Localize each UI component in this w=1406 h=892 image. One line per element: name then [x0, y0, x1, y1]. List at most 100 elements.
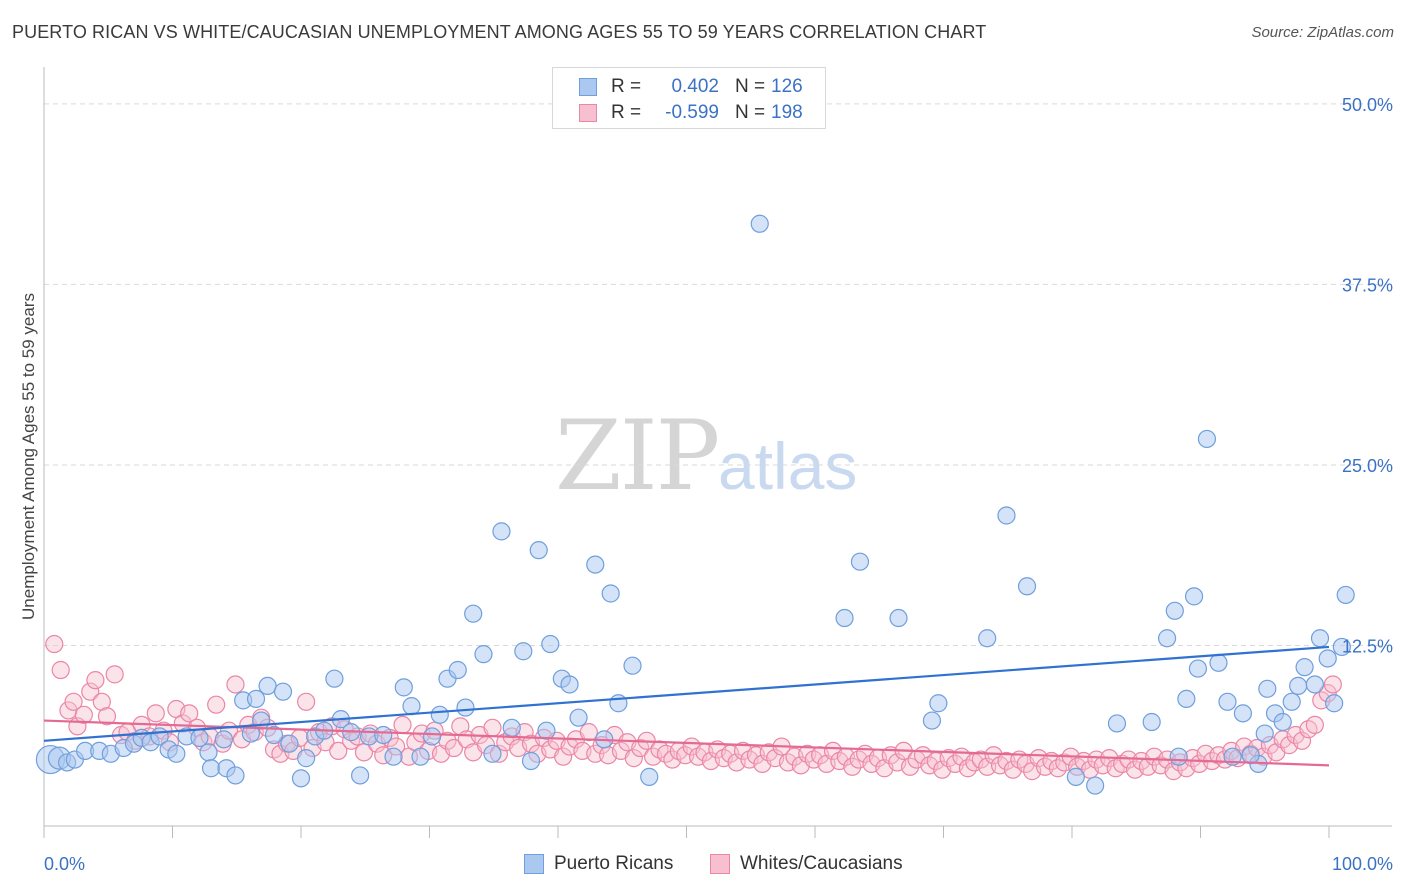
- point-whites: [51, 660, 70, 680]
- point-puerto-ricans: [1325, 694, 1344, 713]
- point-puerto-ricans: [1066, 767, 1085, 786]
- point-puerto-ricans: [291, 769, 311, 788]
- point-puerto-ricans: [246, 689, 266, 709]
- point-whites: [554, 747, 573, 766]
- point-puerto-ricans: [422, 727, 442, 746]
- point-puerto-ricans: [835, 608, 854, 628]
- point-puerto-ricans: [569, 708, 588, 727]
- point-whites: [74, 705, 93, 724]
- series-puerto-ricans-points: [35, 214, 1355, 795]
- point-puerto-ricans: [1305, 675, 1324, 694]
- point-puerto-ricans: [1241, 746, 1260, 765]
- point-puerto-ricans: [1233, 704, 1253, 723]
- legend-label: Whites/Caucasians: [740, 853, 903, 874]
- point-whites: [393, 715, 412, 735]
- point-whites: [1305, 715, 1324, 735]
- r-value: -0.599: [665, 102, 719, 123]
- point-puerto-ricans: [1169, 747, 1188, 766]
- point-puerto-ricans: [252, 711, 271, 730]
- point-puerto-ricans: [623, 656, 642, 675]
- axes: [43, 67, 1392, 838]
- point-puerto-ricans: [492, 522, 511, 541]
- trend-lines: [43, 645, 1330, 767]
- trend-line-whites: [43, 719, 1330, 767]
- tick-labels: 12.5% 25.0% 37.5% 50.0% 0.0% 100.0% Unemployme…: [19, 95, 1393, 874]
- point-whites: [1292, 731, 1312, 750]
- point-puerto-ricans: [1273, 712, 1292, 732]
- legend-swatch-blue: [579, 78, 597, 96]
- n-value: 198: [771, 102, 803, 123]
- point-puerto-ricans: [997, 506, 1016, 525]
- point-puerto-ricans: [1188, 659, 1208, 678]
- point-puerto-ricans: [529, 541, 548, 560]
- point-whites: [97, 707, 117, 726]
- legend-swatch-pink: [579, 104, 597, 122]
- point-puerto-ricans: [560, 675, 579, 694]
- point-puerto-ricans: [1157, 629, 1177, 648]
- y-axis-label: Unemployment Among Ages 55 to 59 years: [19, 293, 38, 620]
- point-whites: [64, 692, 83, 711]
- correlation-legend: R = 0.402 N = 126 R = -0.599 N = 198: [552, 67, 826, 129]
- point-puerto-ricans: [430, 705, 449, 724]
- point-puerto-ricans: [521, 751, 541, 771]
- point-puerto-ricans: [1165, 601, 1184, 620]
- y-tick-label: 50.0%: [1342, 95, 1393, 115]
- point-puerto-ricans: [1258, 679, 1277, 698]
- point-puerto-ricans: [273, 682, 293, 701]
- x-tick-label-max: 100.0%: [1332, 854, 1393, 874]
- point-puerto-ricans: [1209, 653, 1228, 672]
- watermark-atlas: atlas: [718, 429, 858, 503]
- point-whites: [45, 634, 64, 654]
- point-puerto-ricans: [474, 645, 493, 664]
- point-puerto-ricans: [978, 629, 997, 648]
- point-whites: [444, 738, 464, 758]
- r-value: 0.402: [671, 76, 719, 97]
- point-puerto-ricans: [850, 552, 870, 571]
- point-whites: [226, 675, 245, 694]
- point-puerto-ricans: [1017, 577, 1037, 596]
- point-puerto-ricans: [201, 759, 221, 778]
- legend-item-puerto-ricans: Puerto Ricans: [524, 852, 673, 876]
- point-puerto-ricans: [1107, 714, 1127, 733]
- point-puerto-ricans: [1310, 629, 1330, 648]
- point-puerto-ricans: [1255, 724, 1274, 743]
- point-whites: [207, 695, 226, 714]
- n-label: N =: [735, 102, 766, 123]
- point-whites: [483, 718, 502, 737]
- point-puerto-ricans: [1197, 429, 1217, 449]
- point-puerto-ricans: [199, 743, 218, 762]
- point-puerto-ricans: [502, 718, 521, 737]
- point-puerto-ricans: [929, 694, 948, 713]
- point-puerto-ricans: [750, 214, 769, 233]
- point-puerto-ricans: [1332, 637, 1351, 657]
- point-puerto-ricans: [483, 744, 502, 763]
- point-whites: [329, 741, 348, 761]
- legend-swatch-blue: [524, 854, 544, 874]
- point-whites: [1323, 675, 1342, 694]
- point-whites: [631, 738, 650, 758]
- point-puerto-ricans: [258, 676, 277, 696]
- point-puerto-ricans: [514, 642, 533, 661]
- point-puerto-ricans: [1086, 776, 1105, 795]
- point-puerto-ricans: [464, 604, 483, 623]
- point-puerto-ricans: [456, 698, 475, 717]
- point-puerto-ricans: [1177, 689, 1196, 709]
- point-puerto-ricans: [226, 766, 245, 785]
- y-tick-label: 12.5%: [1342, 636, 1393, 656]
- point-puerto-ricans: [1318, 649, 1337, 668]
- n-label: N =: [735, 76, 766, 97]
- point-puerto-ricans: [1289, 676, 1308, 696]
- y-tick-label: 25.0%: [1342, 456, 1393, 476]
- point-puerto-ricans: [374, 725, 393, 745]
- point-whites: [105, 665, 124, 684]
- point-puerto-ricans: [1142, 712, 1161, 732]
- point-puerto-ricans: [601, 584, 620, 603]
- legend-label: Puerto Ricans: [554, 853, 674, 874]
- point-puerto-ricans: [297, 749, 316, 768]
- point-whites: [579, 723, 598, 742]
- r-label: R =: [611, 76, 642, 97]
- point-whites: [624, 749, 643, 768]
- point-puerto-ricans: [402, 697, 421, 716]
- point-whites: [900, 757, 920, 776]
